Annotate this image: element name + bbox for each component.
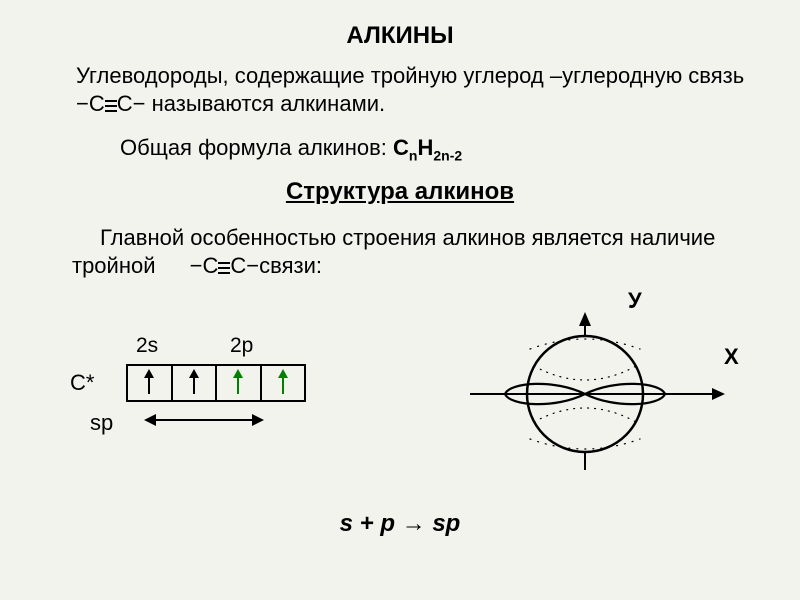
electron-cell bbox=[173, 366, 218, 400]
cc-right: С− bbox=[117, 91, 146, 116]
electron-arrow-icon bbox=[282, 370, 284, 394]
triple-bond-formula-2: −С С− bbox=[162, 252, 260, 280]
electron-box-row bbox=[126, 364, 306, 402]
general-formula-line: Общая формула алкинов: СnH2n-2 bbox=[120, 135, 740, 163]
orbital-diagram: 2s 2p С* sp bbox=[70, 334, 390, 474]
slide-page: АЛКИНЫ Углеводороды, содержащие тройную … bbox=[0, 0, 800, 600]
triple-bond-icon bbox=[105, 98, 117, 112]
structure-paragraph: Главной особенностью строения алкинов яв… bbox=[72, 224, 752, 279]
label-2s: 2s bbox=[136, 334, 158, 358]
electron-arrow-icon bbox=[148, 370, 150, 394]
definition-paragraph: Углеводороды, содержащие тройную углерод… bbox=[48, 62, 758, 117]
double-arrow-icon bbox=[144, 410, 264, 430]
electron-arrow-icon bbox=[193, 370, 195, 394]
structure-subtitle: Структура алкинов bbox=[0, 178, 800, 206]
electron-cell bbox=[128, 366, 173, 400]
para2-post: связи: bbox=[259, 253, 322, 278]
axis-y-label: У bbox=[628, 288, 642, 314]
formula-c: С bbox=[393, 135, 409, 160]
axis-x-label: Х bbox=[724, 344, 739, 370]
sp-orbital-drawing: У Х bbox=[450, 294, 750, 484]
cc-right-2: С− bbox=[230, 253, 259, 278]
cc-left-2: −С bbox=[190, 253, 219, 278]
electron-cell bbox=[217, 366, 262, 400]
page-title: АЛКИНЫ bbox=[0, 22, 800, 50]
formula-sub: 2n-2 bbox=[433, 147, 462, 163]
formula-prefix: Общая формула алкинов: bbox=[120, 135, 393, 160]
label-c-star: С* bbox=[70, 370, 94, 396]
cc-left: −С bbox=[76, 91, 105, 116]
hybridization-equation: s + p → sp bbox=[0, 510, 800, 538]
formula-h: H bbox=[417, 135, 433, 160]
triple-bond-icon-2 bbox=[218, 260, 230, 274]
sp-orbital-svg bbox=[450, 294, 750, 484]
triple-bond-formula: −С С− bbox=[48, 90, 146, 118]
para1-pre: Углеводороды, содержащие тройную углерод… bbox=[76, 63, 744, 88]
label-sp: sp bbox=[90, 410, 113, 436]
label-2p: 2p bbox=[230, 334, 253, 358]
electron-arrow-icon bbox=[237, 370, 239, 394]
electron-cell bbox=[262, 366, 305, 400]
para1-post: называются алкинами. bbox=[146, 91, 386, 116]
